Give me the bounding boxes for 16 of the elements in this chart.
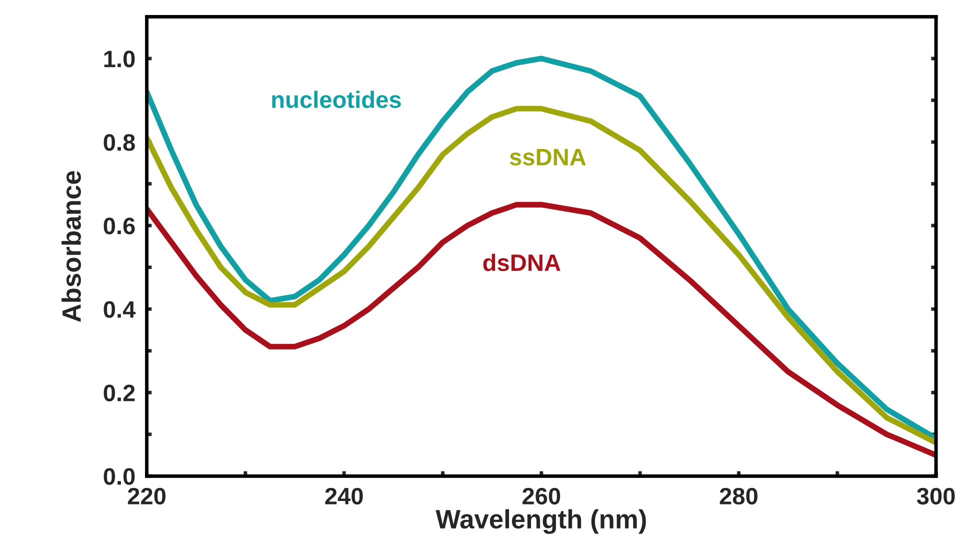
series-label: ssDNA — [510, 149, 586, 166]
y-tick-label: 0.2 — [104, 384, 135, 402]
x-tick-label: 220 — [128, 488, 166, 505]
series-label: dsDNA — [483, 254, 560, 272]
x-axis-title: Wavelength (nm) — [436, 509, 646, 534]
y-tick-label: 0.0 — [104, 468, 135, 485]
x-tick-label: 280 — [720, 488, 758, 505]
x-tick-label: 240 — [325, 488, 363, 505]
series-label: nucleotides — [272, 90, 401, 108]
y-tick-label: 0.6 — [104, 218, 135, 234]
x-tick-label: 260 — [522, 488, 560, 505]
x-tick-label: 300 — [916, 488, 955, 505]
y-tick-label: 0.8 — [104, 134, 135, 151]
y-tick-label: 1.0 — [104, 50, 135, 68]
y-tick-label: 0.4 — [104, 301, 136, 318]
y-axis-title: Absorbance — [62, 171, 81, 322]
